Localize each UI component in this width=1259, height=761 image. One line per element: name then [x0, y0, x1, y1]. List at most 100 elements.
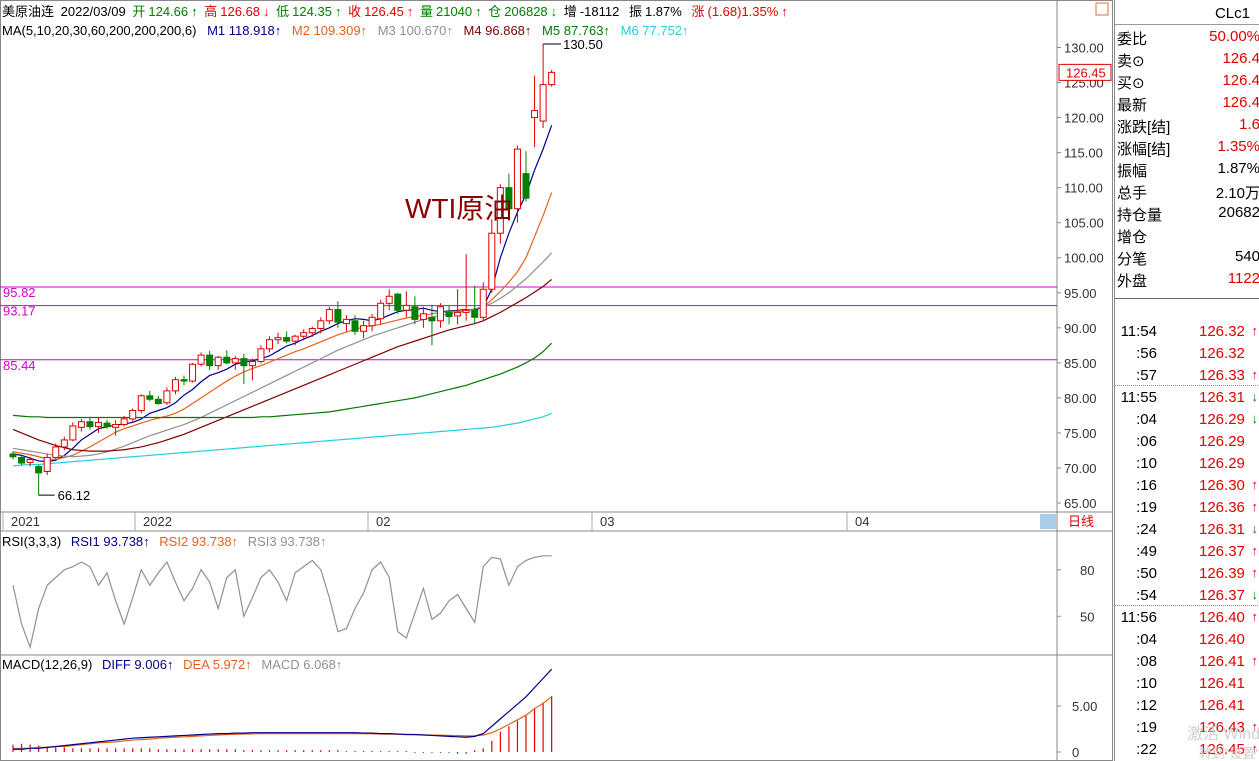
quote-row-value: 1.35% [1217, 138, 1259, 155]
tick-price: 126.36 [1199, 499, 1245, 516]
macd-y-tick-label: 0 [1072, 745, 1079, 760]
candle-body [231, 358, 239, 364]
tick-time: :06 [1136, 433, 1157, 450]
tick-arrow-icon: ↓ [1251, 587, 1259, 602]
open-value: 124.66 [148, 4, 189, 19]
quote-row-value: 20682 [1218, 204, 1259, 221]
quote-row-label: 买⊙ [1117, 75, 1145, 92]
quote-row-value: 126.4 [1222, 94, 1259, 111]
tick-time: :24 [1136, 521, 1157, 538]
tick-price: 126.33 [1199, 367, 1245, 384]
tick-price: 126.41 [1199, 653, 1245, 670]
dea-line [13, 696, 553, 749]
candle-body [77, 421, 85, 428]
watermark-line-2: 转到"设置" [1198, 746, 1259, 761]
candle-body [69, 425, 77, 441]
candle-body [120, 418, 128, 426]
quote-row-value: 50.00% [1209, 28, 1259, 45]
y-tick-label: 130.00 [1064, 41, 1104, 56]
candle-body [317, 320, 325, 330]
rsi-y-tick-label: 50 [1080, 609, 1094, 624]
tick-time: 11:56 [1120, 609, 1157, 626]
ma-legend-title: MA(5,10,20,30,60,200,200,200,6) [2, 23, 197, 38]
candle-body [206, 354, 214, 367]
tick-price: 126.32 [1199, 323, 1245, 340]
candle-body [325, 309, 333, 322]
tick-arrow-icon: ↑ [1251, 653, 1259, 668]
ma-line-m1 [12, 125, 553, 463]
macd-legend-title: MACD(12,26,9) [2, 657, 93, 672]
quote-row-value: 126.4 [1222, 50, 1259, 67]
candle [360, 320, 368, 339]
candle [496, 184, 504, 244]
candle-body [411, 306, 419, 320]
instrument-code[interactable]: CLc1 [1214, 5, 1250, 22]
tick-arrow-icon: ↓ [1251, 411, 1259, 426]
ma-legend-m3: M3 100.670↑ [377, 23, 453, 38]
tick-price: 126.39 [1199, 565, 1245, 582]
quote-row: 最新 126.4 [1115, 92, 1259, 114]
candle-body [308, 328, 316, 334]
candle-body [377, 302, 385, 320]
tick-time: :16 [1136, 477, 1157, 494]
candle [445, 305, 453, 325]
macd-legend-dea: DEA 5.972↑ [183, 657, 252, 672]
tick-row: :24 126.31 ↓ [1115, 519, 1259, 541]
tick-time: :04 [1136, 411, 1157, 428]
candle [112, 420, 120, 436]
candle-body [103, 422, 111, 428]
quote-row-label: 外盘 [1117, 273, 1148, 290]
quote-row-value: 540 [1234, 248, 1259, 265]
candle [77, 418, 85, 432]
quote-row: 总手 2.10万 [1115, 180, 1259, 202]
scroll-thumb[interactable] [1040, 514, 1056, 529]
quote-row-value: 126.4 [1222, 72, 1259, 89]
candle-body [52, 446, 60, 458]
tick-price: 126.29 [1199, 411, 1245, 428]
ma-line-m5 [12, 342, 553, 419]
candle-body [129, 409, 137, 420]
high-mark-label: 130.50 [563, 37, 603, 52]
quote-panel: CLc1 委比 50.00% 卖⊙ 126.4 买⊙ 126.4 最新 126.4 涨跌[结] 1… [1114, 0, 1259, 761]
candle [539, 43, 547, 129]
tick-row: :19 126.43 ↑ [1115, 717, 1259, 739]
period-label[interactable]: 日线 [1068, 514, 1094, 529]
tick-price: 126.40 [1199, 631, 1245, 648]
candle-body [223, 356, 231, 364]
last-price-label: 126.45 [1066, 65, 1106, 80]
tick-arrow-icon: ↑ [1251, 741, 1259, 756]
quote-row: 涨跌[结] 1.6 [1115, 114, 1259, 136]
tick-row: :08 126.41 ↑ [1115, 651, 1259, 673]
candle-body [505, 187, 513, 210]
macd-legend-macd: MACD 6.068↑ [261, 657, 343, 672]
quote-row: 持仓量 20682 [1115, 202, 1259, 224]
candle [223, 350, 231, 365]
candle [394, 292, 402, 314]
candle [35, 464, 43, 496]
quote-header: 美原油连 2022/03/09 开 124.66 ↑ 高 126.68 ↓ 低 124.3… [2, 4, 788, 19]
candle-body [445, 311, 453, 318]
candle [437, 303, 444, 328]
tick-price: 126.40 [1199, 609, 1245, 626]
kline-chart[interactable]: 130.00125.00120.00115.00110.00105.00100.… [0, 0, 1114, 761]
candle [505, 173, 513, 216]
candle-body [428, 316, 436, 322]
candle-body [95, 421, 102, 428]
tick-arrow-icon: ↑ [1251, 323, 1259, 338]
candle-body [18, 456, 26, 464]
candle-body [360, 325, 368, 332]
candle-body [248, 360, 256, 367]
ma-legend-m5: M5 87.763↑ [542, 23, 610, 38]
candle [300, 329, 308, 341]
candle [385, 289, 393, 311]
y-tick-label: 120.00 [1064, 111, 1104, 126]
candle [163, 387, 171, 405]
watermark-line-1: 激活 Wind [1187, 726, 1259, 743]
tick-price: 126.31 [1199, 521, 1245, 538]
tick-price: 126.41 [1199, 675, 1245, 692]
tick-arrow-icon: ↓ [1251, 521, 1259, 536]
candle-body [462, 309, 470, 313]
candle [274, 332, 282, 344]
tick-time: :08 [1136, 653, 1157, 670]
rsi-legend-rsi2: RSI2 93.738↑ [159, 534, 239, 549]
